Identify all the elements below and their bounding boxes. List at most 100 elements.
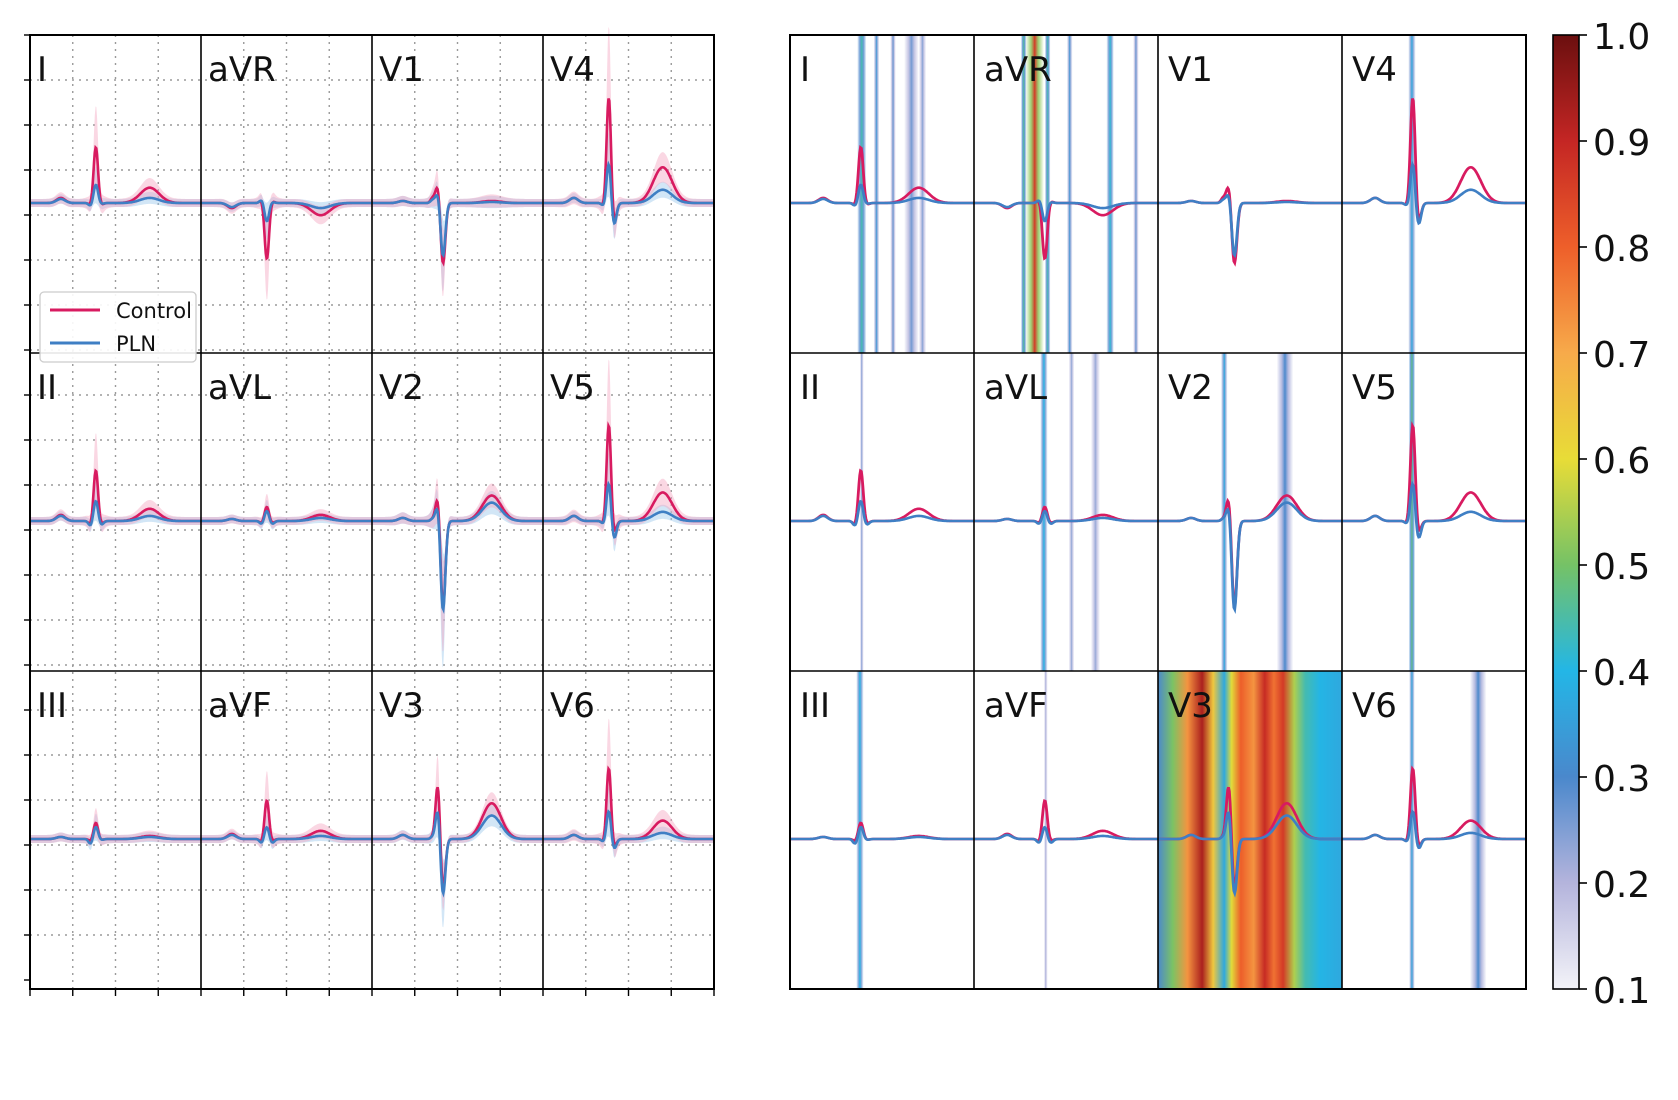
saliency-band <box>1066 35 1073 353</box>
lead-label-ii: II <box>37 368 57 408</box>
colorbar-tick-label: 1.0 <box>1593 17 1650 58</box>
left-cell-avl: aVL <box>201 368 372 530</box>
left-cell-v1: V1 <box>372 50 543 296</box>
pln-band-iii <box>30 813 201 850</box>
colorbar-tick-label: 0.8 <box>1593 229 1650 270</box>
lead-label-v4: V4 <box>550 50 595 90</box>
heatmap-lead-label-v2: V2 <box>1168 368 1213 408</box>
saliency-avl <box>1040 353 1101 671</box>
pln-line-avl <box>973 509 1158 525</box>
lead-label-avl: aVL <box>208 368 271 408</box>
right-cell-i: I <box>790 35 975 353</box>
pln-line-avl <box>201 509 372 525</box>
control-band-avf <box>201 771 372 849</box>
right-cell-avl: aVL <box>973 353 1158 671</box>
heatmap-lead-label-v1: V1 <box>1168 50 1213 90</box>
colorbar-tick-label: 0.9 <box>1593 123 1650 164</box>
heatmap-lead-label-iii: III <box>800 686 830 726</box>
right-waves-v4 <box>1342 98 1526 226</box>
pln-line-ii <box>30 499 201 527</box>
control-line-v5 <box>1342 421 1526 533</box>
heatmap-lead-label-v3: V3 <box>1168 686 1213 726</box>
right-waves-ii <box>790 468 975 527</box>
pln-line-avr <box>973 199 1158 223</box>
left-cell-v6: V6 <box>543 686 714 858</box>
lead-label-v6: V6 <box>550 686 595 726</box>
right-waves-avl <box>973 505 1158 525</box>
control-band-v6 <box>543 718 714 858</box>
right-waves-iii <box>790 821 975 845</box>
right-cell-ii: II <box>790 353 975 671</box>
left-cell-avf: aVF <box>201 686 372 849</box>
left-cell-v2: V2 <box>372 368 543 668</box>
lead-label-avr: aVR <box>208 50 276 90</box>
legend: Control PLN <box>39 291 197 363</box>
saliency-v5 <box>1408 353 1416 671</box>
left-cell-v5: V5 <box>543 359 714 552</box>
pln-line-v2 <box>1157 501 1342 615</box>
pln-line-v2 <box>372 501 543 615</box>
right-frame <box>789 34 1527 990</box>
pln-line-i <box>790 183 975 207</box>
colorbar-tick-label: 0.1 <box>1593 971 1650 1012</box>
lead-label-iii: III <box>37 686 67 726</box>
saliency-band <box>1090 353 1101 671</box>
legend-pln-label: PLN <box>116 332 156 356</box>
saliency-band <box>1068 353 1075 671</box>
colorbar-tick-label: 0.5 <box>1593 547 1650 588</box>
pln-line-avf <box>973 825 1158 844</box>
saliency-band <box>918 35 927 353</box>
control-line-v2 <box>1157 494 1342 607</box>
pln-band-v2 <box>372 488 543 668</box>
pln-line-v5 <box>1342 480 1526 539</box>
right-cell-v4: V4 <box>1342 35 1526 353</box>
saliency-v2 <box>1221 353 1294 671</box>
pln-line-v6 <box>543 809 714 849</box>
heatmap-lead-label-avr: aVR <box>984 50 1052 90</box>
heatmap-lead-label-v4: V4 <box>1352 50 1397 90</box>
lead-label-v5: V5 <box>550 368 595 408</box>
heatmap-lead-label-avl: aVL <box>984 368 1047 408</box>
saliency-band <box>1044 35 1051 353</box>
saliency-band <box>1409 671 1415 989</box>
lead-label-avf: aVF <box>208 686 272 726</box>
right-waves-v2 <box>1157 494 1342 615</box>
pln-line-ii <box>790 499 975 527</box>
right-waves-v6 <box>1342 765 1526 849</box>
left-cell-i: I <box>30 50 201 214</box>
saliency-band <box>1106 35 1114 353</box>
saliency-band <box>904 35 919 353</box>
heatmap-lead-label-v5: V5 <box>1352 368 1397 408</box>
control-line-avr <box>973 199 1158 261</box>
colorbar-tick-label: 0.7 <box>1593 335 1650 376</box>
right-cell-v5: V5 <box>1342 353 1526 671</box>
heatmap-lead-label-ii: II <box>800 368 820 408</box>
saliency-band-v3 <box>1158 671 1342 989</box>
right-waves-v3 <box>1157 786 1342 898</box>
colorbar-tick-label: 0.6 <box>1593 441 1650 482</box>
pln-line-v3 <box>372 811 543 898</box>
right-cell-avr: aVR <box>973 35 1158 353</box>
saliency-band <box>1276 353 1294 671</box>
pln-line-iii <box>790 826 975 845</box>
heatmap-lead-label-v6: V6 <box>1352 686 1397 726</box>
right-waves-avf <box>973 798 1158 844</box>
legend-control-label: Control <box>116 299 192 323</box>
pln-line-v1 <box>372 193 543 259</box>
pln-band-avf <box>201 814 372 849</box>
right-cell-v6: V6 <box>1342 671 1526 989</box>
control-band-ii <box>30 433 201 533</box>
saliency-v6 <box>1409 671 1487 989</box>
saliency-v4 <box>1408 35 1416 353</box>
heatmap-lead-label-i: I <box>800 50 810 90</box>
saliency-band <box>1025 35 1044 353</box>
left-grid <box>30 35 714 989</box>
saliency-band <box>1020 35 1027 353</box>
left-cell-v3: V3 <box>372 686 543 928</box>
control-line-v1 <box>1157 185 1342 267</box>
pln-line-v4 <box>543 160 714 226</box>
saliency-band <box>857 35 867 353</box>
